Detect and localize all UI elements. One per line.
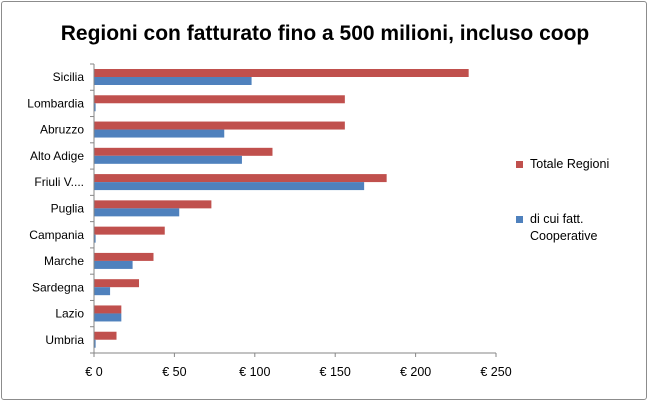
x-tick-label: € 50 [162, 365, 186, 379]
y-tick-label: Abruzzo [40, 123, 84, 137]
legend-item-cooperative: di cui fatt. Cooperative [516, 211, 646, 245]
y-tick-label: Alto Adige [30, 149, 84, 163]
x-tick-label: € 250 [480, 365, 511, 379]
x-tick-label: € 100 [239, 365, 270, 379]
chart-title: Regioni con fatturato fino a 500 milioni… [60, 22, 590, 45]
bar-coop-9 [94, 313, 122, 322]
bar-totale-3 [94, 147, 273, 156]
bar-coop-6 [94, 234, 96, 243]
bar-totale-2 [94, 121, 345, 130]
y-tick-label: Puglia [51, 202, 85, 216]
bar-coop-1 [94, 103, 96, 112]
bar-coop-2 [94, 129, 225, 138]
bar-coop-7 [94, 260, 133, 269]
bar-coop-10 [94, 339, 96, 348]
legend-swatch-cooperative [516, 216, 523, 223]
y-tick-label: Campania [29, 228, 84, 242]
legend-label: Totale Regioni [530, 157, 610, 171]
bar-coop-0 [94, 77, 252, 85]
bar-totale-6 [94, 226, 165, 235]
bar-coop-8 [94, 287, 111, 296]
y-tick-label: Lazio [55, 307, 84, 321]
bar-coop-3 [94, 155, 242, 164]
bar-totale-5 [94, 200, 212, 209]
y-tick-label: Marche [44, 254, 84, 268]
legend-label: di cui fatt. Cooperative [530, 212, 598, 243]
y-tick-label: Sardegna [32, 280, 84, 294]
legend-item-totale-regioni: Totale Regioni [516, 156, 609, 173]
y-tick-label: Umbria [45, 333, 84, 347]
bar-coop-5 [94, 208, 180, 217]
x-tick-label: € 200 [400, 365, 431, 379]
x-tick-label: € 0 [85, 365, 102, 379]
x-tick-label: € 150 [320, 365, 351, 379]
bar-totale-9 [94, 305, 122, 314]
bar-totale-7 [94, 252, 154, 261]
bar-totale-10 [94, 331, 117, 340]
bar-coop-4 [94, 182, 365, 191]
bar-totale-0 [94, 69, 469, 77]
y-tick-label: Friuli V.... [34, 175, 84, 189]
y-tick-label: Sicilia [53, 70, 85, 84]
y-tick-label: Lombardia [27, 96, 84, 110]
bar-totale-4 [94, 174, 387, 183]
bar-totale-8 [94, 279, 140, 288]
bar-totale-1 [94, 95, 345, 104]
legend-swatch-totale-regioni [516, 161, 523, 168]
